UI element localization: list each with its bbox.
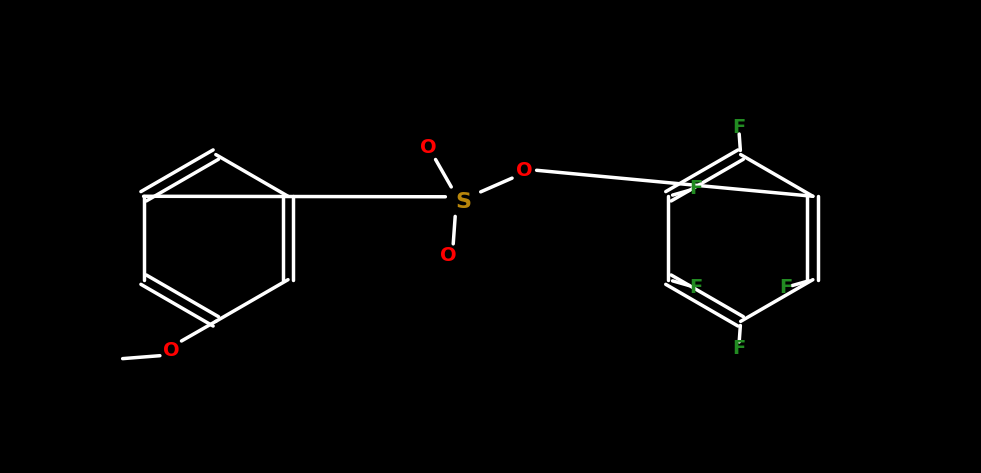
- Text: O: O: [421, 138, 437, 157]
- Text: O: O: [440, 246, 456, 265]
- Text: S: S: [455, 192, 471, 212]
- Text: F: F: [690, 179, 702, 198]
- Text: O: O: [516, 161, 532, 180]
- Text: F: F: [732, 339, 746, 359]
- Text: F: F: [690, 278, 702, 297]
- Text: O: O: [164, 342, 180, 360]
- Text: F: F: [779, 278, 792, 297]
- Text: F: F: [732, 118, 746, 137]
